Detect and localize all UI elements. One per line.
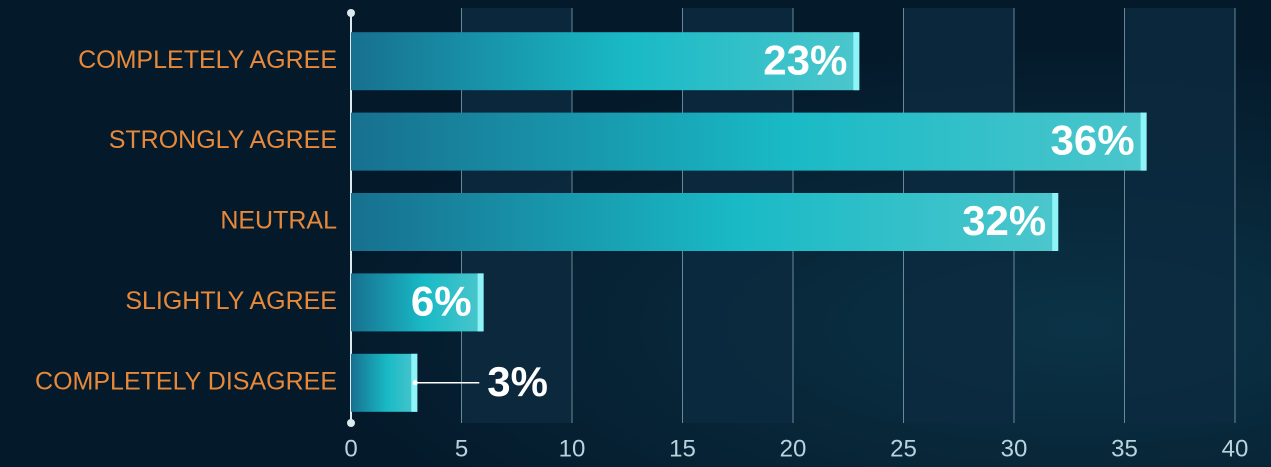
value-label: 36%: [1051, 117, 1135, 164]
band: [1124, 8, 1235, 423]
x-tick-label: 30: [1001, 435, 1028, 462]
category-label: COMPLETELY AGREE: [78, 46, 337, 74]
bar-cap: [853, 32, 860, 91]
bar: [351, 112, 1147, 171]
bar-cap: [1140, 112, 1147, 171]
x-tick-label: 15: [669, 435, 696, 462]
value-label: 23%: [763, 36, 847, 83]
category-label: COMPLETELY DISAGREE: [35, 367, 337, 395]
bar-cap: [1052, 193, 1059, 251]
bar: [351, 353, 418, 412]
x-tick-label: 10: [559, 435, 586, 462]
x-tick-label: 35: [1111, 435, 1138, 462]
x-tick-label: 40: [1222, 435, 1249, 462]
axis-dot: [347, 9, 355, 17]
value-label: 3%: [487, 358, 548, 405]
x-tick-label: 0: [344, 435, 357, 462]
bar: [351, 193, 1059, 251]
category-label: NEUTRAL: [220, 207, 337, 235]
bar: [351, 273, 484, 332]
bar-cap: [477, 273, 484, 332]
leader-dot: [412, 380, 418, 386]
category-label: STRONGLY AGREE: [109, 126, 337, 154]
value-label: 32%: [962, 197, 1046, 244]
value-label: 6%: [411, 277, 472, 324]
x-tick-label: 5: [455, 435, 468, 462]
x-tick-label: 25: [890, 435, 917, 462]
bar: [351, 32, 860, 91]
category-label: SLIGHTLY AGREE: [125, 287, 337, 315]
x-tick-label: 20: [780, 435, 807, 462]
axis-dot: [347, 419, 355, 427]
